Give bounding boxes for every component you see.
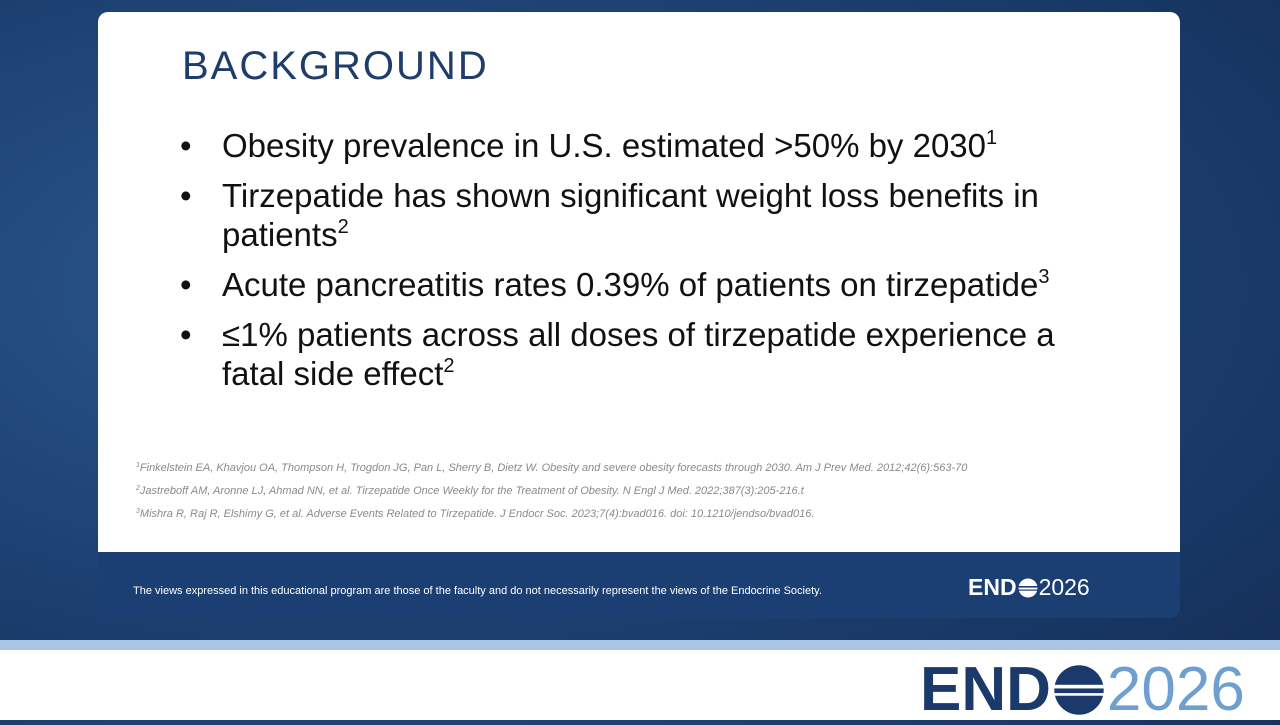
logo-year: 2026 <box>1038 574 1090 600</box>
bullet: Tirzepatide has shown significant weight… <box>180 176 1082 254</box>
slide-title: BACKGROUND <box>182 44 489 88</box>
logo-word: END <box>968 574 1017 600</box>
reference-text: Mishra R, Raj R, Elshimy G, et al. Adver… <box>139 508 815 520</box>
reference: 2Jastreboff AM, Aronne LJ, Ahmad NN, et … <box>136 484 986 498</box>
bullet-list: Obesity prevalence in U.S. estimated >50… <box>180 126 1080 404</box>
disclaimer: The views expressed in this educational … <box>133 585 822 597</box>
footnote-marker: 2 <box>443 355 455 377</box>
globe-icon <box>1052 664 1105 715</box>
reference: 3Mishra R, Raj R, Elshimy G, et al. Adve… <box>136 507 986 521</box>
reference-number: 1 <box>136 462 140 469</box>
logo-year: 2026 <box>1106 655 1245 724</box>
endo-logo: END 2026 <box>968 574 1090 601</box>
reference-text: Finkelstein EA, Khavjou OA, Thompson H, … <box>139 462 968 474</box>
globe-icon <box>1017 578 1038 597</box>
bullet-text: Tirzepatide has shown significant weight… <box>222 177 1039 253</box>
bullet-text: Acute pancreatitis rates 0.39% of patien… <box>222 266 1039 303</box>
bullet-text: ≤1% patients across all doses of tirzepa… <box>222 316 1055 392</box>
footer-band <box>98 552 1180 618</box>
reference: 1Finkelstein EA, Khavjou OA, Thompson H,… <box>136 461 986 475</box>
logo-word: END <box>920 655 1051 724</box>
reference-number: 3 <box>136 508 140 515</box>
reference-number: 2 <box>136 485 140 492</box>
footnote-marker: 1 <box>986 127 998 149</box>
bullet: ≤1% patients across all doses of tirzepa… <box>180 315 1082 393</box>
reference-text: Jastreboff AM, Aronne LJ, Ahmad NN, et a… <box>139 485 804 497</box>
bullet-text: Obesity prevalence in U.S. estimated >50… <box>222 127 987 164</box>
bullet: Obesity prevalence in U.S. estimated >50… <box>180 126 1082 165</box>
stripe <box>0 640 1280 650</box>
references: 1Finkelstein EA, Khavjou OA, Thompson H,… <box>136 461 986 530</box>
footnote-marker: 3 <box>1038 266 1050 288</box>
endo-logo-large: END 2026 <box>920 654 1245 725</box>
footnote-marker: 2 <box>337 216 349 238</box>
bullet: Acute pancreatitis rates 0.39% of patien… <box>180 265 1082 304</box>
